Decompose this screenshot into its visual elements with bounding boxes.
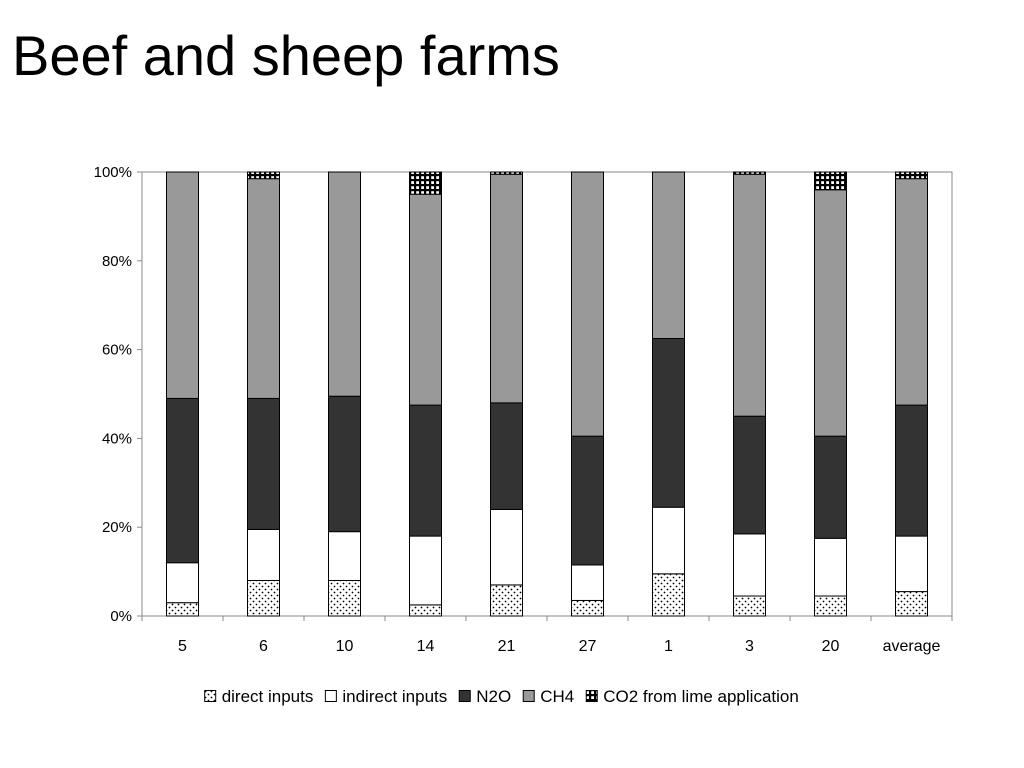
bar-segment-ch4 [409, 193, 442, 406]
x-tick-label: 27 [579, 638, 597, 655]
legend-swatch [204, 690, 217, 702]
bar-segment-n2o [409, 404, 442, 537]
bar-segment-indirect-inputs [814, 537, 847, 597]
bar-segment-n2o [328, 395, 361, 533]
bar-segment-ch4 [895, 178, 928, 406]
y-tick-label: 20% [102, 519, 132, 536]
bar-segment-ch4 [652, 171, 685, 339]
bar-segment-n2o [571, 435, 604, 566]
bar-segment-n2o [490, 402, 523, 510]
bar-segment-direct-inputs [733, 595, 766, 617]
bar-segment-n2o [895, 404, 928, 537]
x-tick-label: 3 [745, 638, 754, 655]
x-tick-label: 14 [417, 638, 435, 655]
legend-label: N2O [476, 687, 511, 706]
bar-segment-ch4 [490, 173, 523, 404]
bar-segment-indirect-inputs [895, 535, 928, 593]
bar-segment-indirect-inputs [409, 535, 442, 606]
x-tick-label: 20 [822, 638, 840, 655]
bar-segment-direct-inputs [895, 591, 928, 617]
legend-swatch [324, 690, 337, 702]
bar-segment-direct-inputs [652, 573, 685, 617]
bar-segment-n2o [247, 397, 280, 530]
bar-segment-indirect-inputs [571, 564, 604, 601]
bar-segment-ch4 [814, 189, 847, 437]
bar-segment-direct-inputs [814, 595, 847, 617]
bar-segment-n2o [166, 397, 199, 564]
bar-segment-indirect-inputs [247, 528, 280, 581]
bar-segment-n2o [733, 415, 766, 535]
x-tick-label: 6 [259, 638, 268, 655]
y-tick-label: 80% [102, 253, 132, 270]
legend-label: CH4 [540, 687, 574, 706]
y-tick-label: 0% [110, 608, 132, 625]
bar-segment-direct-inputs [328, 579, 361, 617]
bar-segment-direct-inputs [490, 584, 523, 617]
x-tick-label: 1 [664, 638, 673, 655]
legend-label: CO2 from lime application [603, 687, 799, 706]
chart-legend: direct inputs indirect inputs N2O CH4 CO2 fr… [204, 687, 799, 706]
bar-segment-co2-from-lime-application [490, 171, 523, 175]
bar-segment-ch4 [733, 173, 766, 417]
x-tick-label: 21 [498, 638, 516, 655]
bar-segment-co2-from-lime-application [247, 171, 280, 180]
bar-segment-ch4 [571, 171, 604, 437]
bar-segment-indirect-inputs [652, 506, 685, 575]
legend-swatch [522, 690, 535, 702]
bar-segment-ch4 [247, 178, 280, 399]
bar-segment-ch4 [166, 171, 199, 399]
slide-title: Beef and sheep farms [12, 24, 560, 87]
bar-segment-direct-inputs [247, 579, 280, 617]
x-tick-label: 10 [336, 638, 354, 655]
bar-segment-direct-inputs [409, 604, 442, 617]
y-tick-label: 40% [102, 430, 132, 447]
legend-swatch [585, 690, 598, 702]
legend-label: direct inputs [222, 687, 314, 706]
legend-swatch [458, 690, 471, 702]
bar-segment-co2-from-lime-application [733, 171, 766, 175]
bar-segment-direct-inputs [571, 599, 604, 617]
bar-segment-indirect-inputs [490, 508, 523, 586]
bar-segment-indirect-inputs [328, 531, 361, 581]
bar-segment-direct-inputs [166, 602, 199, 617]
bar-segment-n2o [814, 435, 847, 539]
y-tick-label: 60% [102, 342, 132, 359]
legend-label: indirect inputs [342, 687, 447, 706]
x-tick-label: 5 [178, 638, 187, 655]
x-tick-label: average [883, 638, 941, 655]
bar-segment-indirect-inputs [166, 562, 199, 604]
bar-segment-ch4 [328, 171, 361, 397]
bar-segment-co2-from-lime-application [409, 171, 442, 195]
bar-segment-co2-from-lime-application [895, 171, 928, 180]
bar-segment-n2o [652, 338, 685, 508]
y-tick-label: 100% [94, 164, 132, 181]
bar-segment-co2-from-lime-application [814, 171, 847, 191]
bar-segment-indirect-inputs [733, 533, 766, 597]
